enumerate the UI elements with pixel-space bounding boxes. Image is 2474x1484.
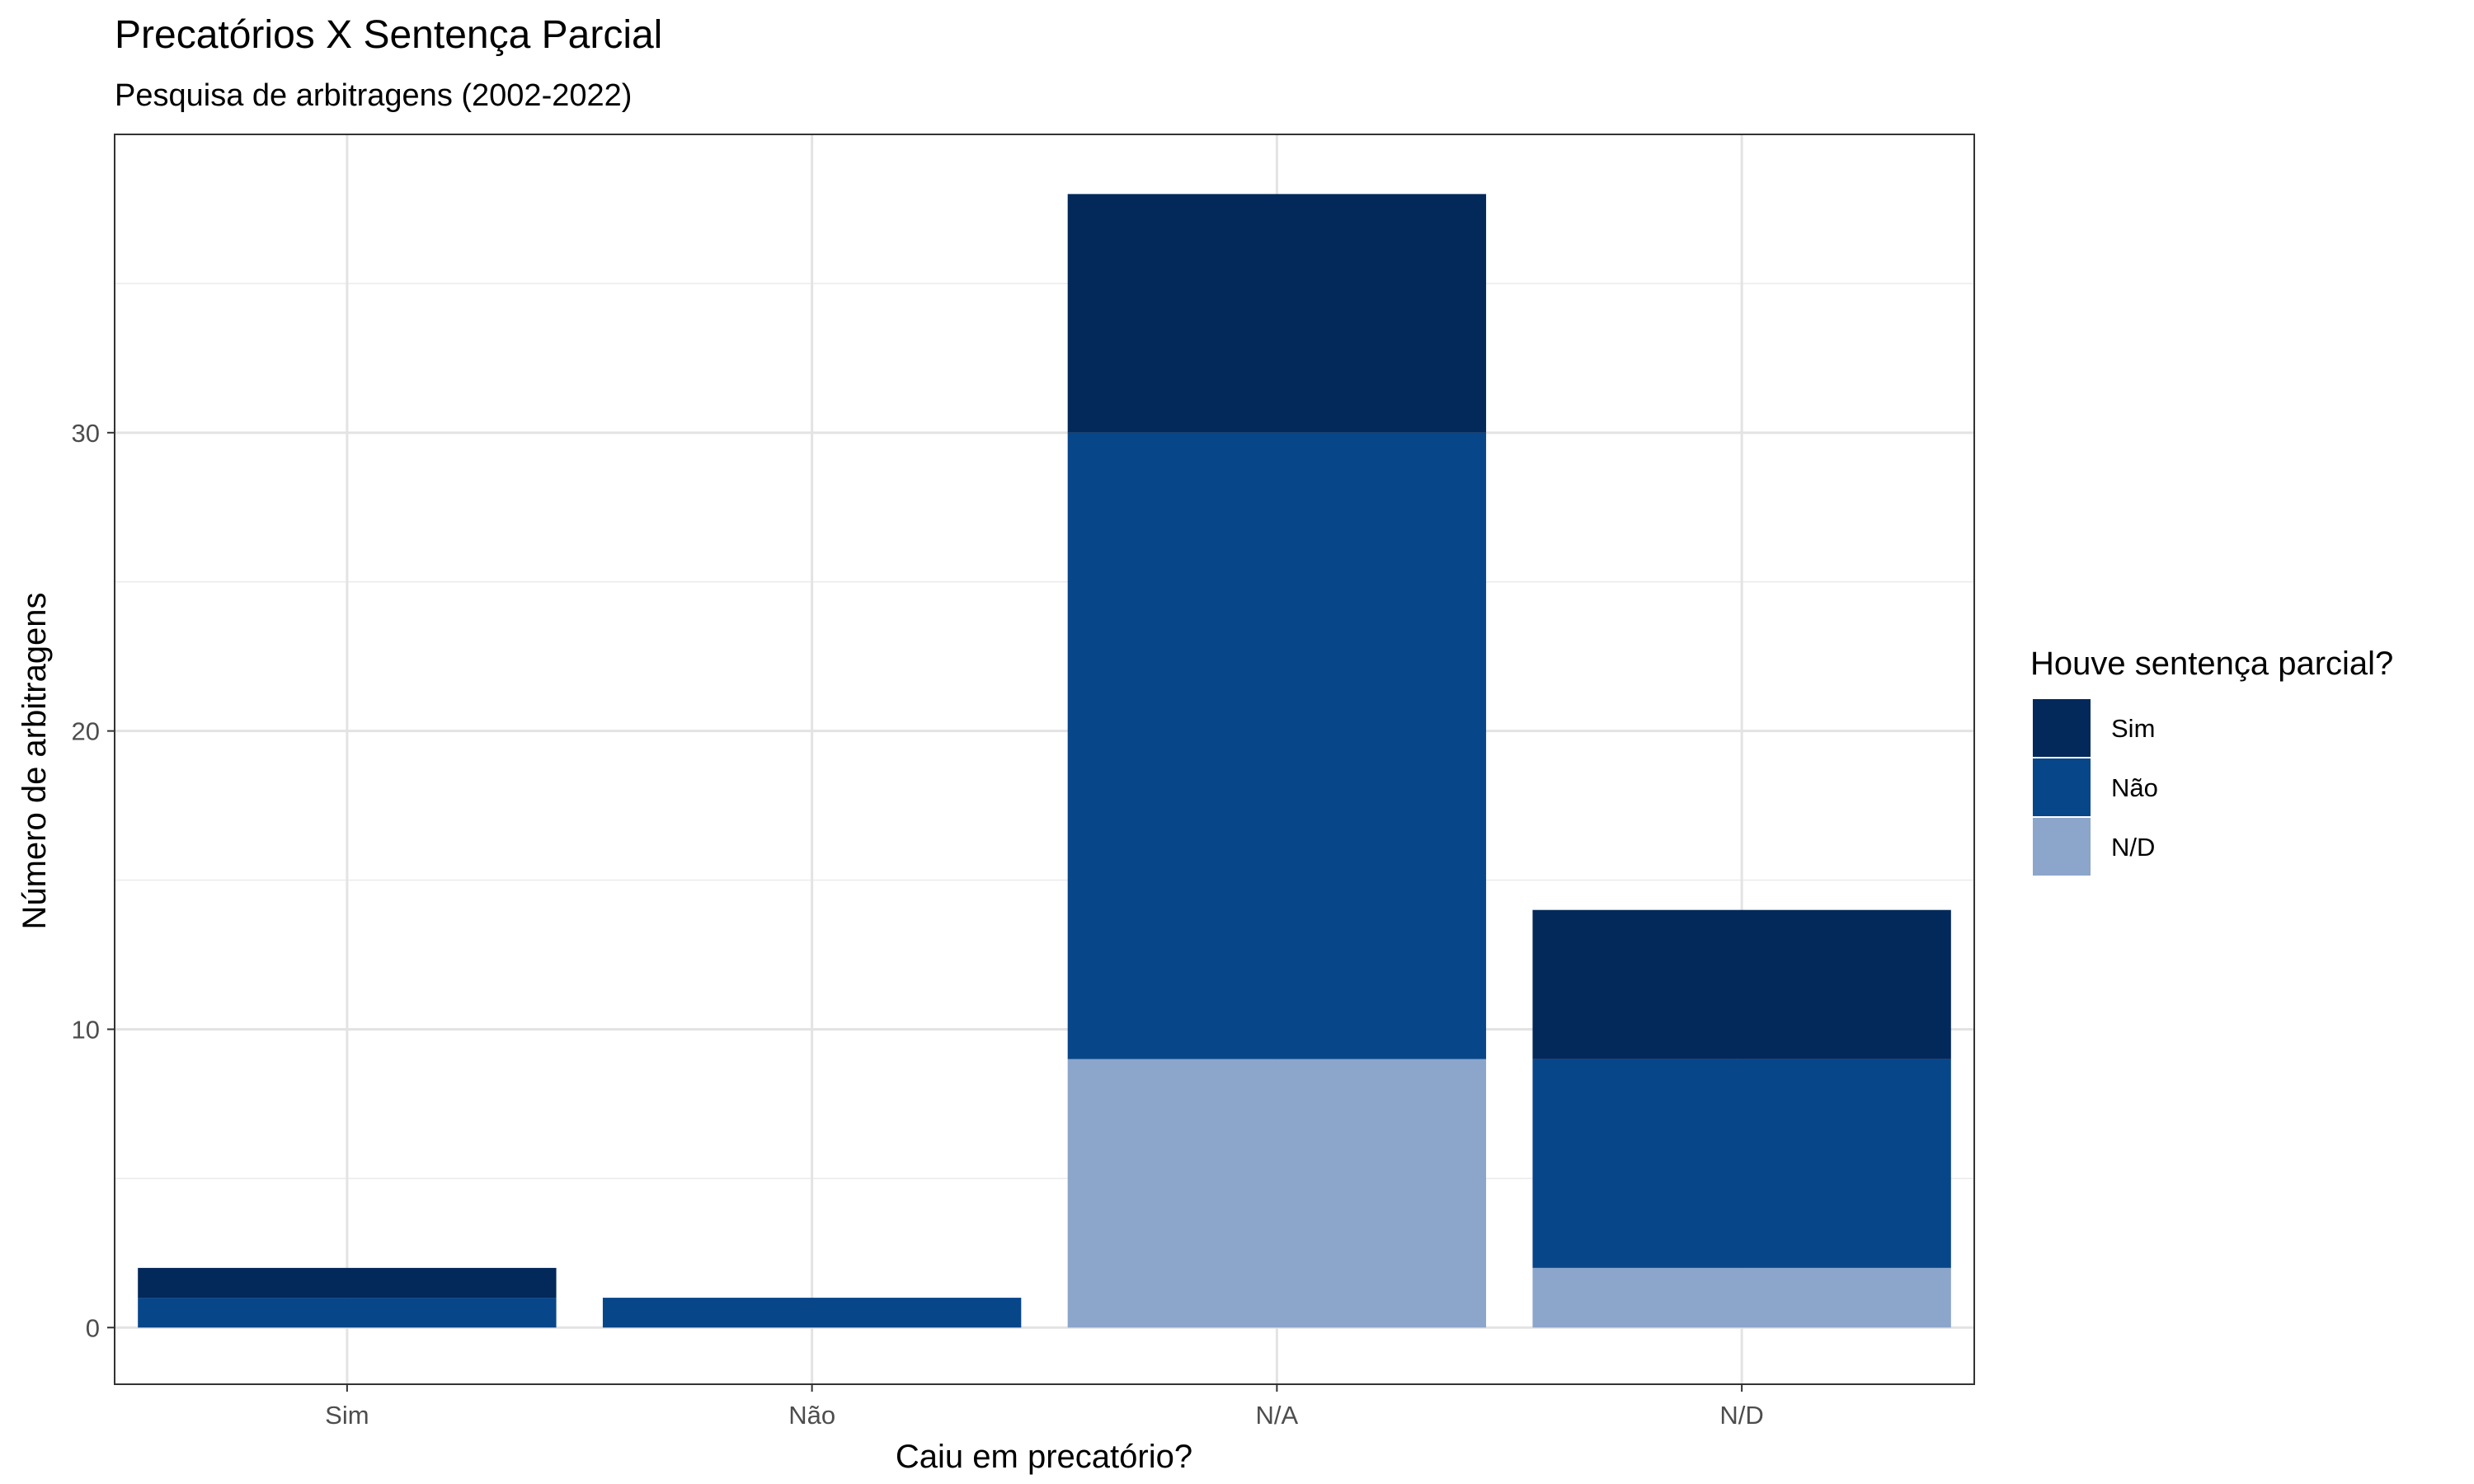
bar-segment	[1067, 1059, 1487, 1328]
bar-segment	[1067, 194, 1487, 433]
y-axis-title: Número de arbitragens	[16, 592, 53, 929]
legend-key	[2033, 818, 2091, 876]
bar-segment	[1532, 1059, 1951, 1268]
legend-key	[2033, 758, 2091, 816]
legend-label: Sim	[2111, 714, 2155, 743]
chart-subtitle: Pesquisa de arbitragens (2002-2022)	[115, 78, 632, 113]
x-axis-title: Caiu em precatório?	[896, 1439, 1192, 1475]
legend-title: Houve sentença parcial?	[2030, 646, 2393, 682]
y-tick-label: 0	[86, 1313, 100, 1342]
legend-key	[2033, 699, 2091, 757]
bar-segment	[138, 1298, 557, 1328]
bar-segment	[602, 1298, 1022, 1328]
bar-segment	[138, 1267, 557, 1298]
bar-segment	[1067, 432, 1487, 1059]
y-axis-ticks: 0 10 20 30	[72, 419, 115, 1342]
panel-border	[114, 134, 1975, 1385]
x-tick-label: N/D	[1719, 1401, 1763, 1430]
y-tick-label: 30	[72, 419, 100, 448]
x-tick-label: Não	[788, 1401, 835, 1430]
legend: Houve sentença parcial? Sim Não N/D	[2030, 646, 2393, 876]
chart-title: Precatórios X Sentença Parcial	[115, 13, 662, 57]
y-tick-label: 10	[72, 1015, 100, 1044]
x-tick-label: N/A	[1256, 1401, 1299, 1430]
bar-segment	[1532, 1267, 1951, 1328]
x-tick-label: Sim	[325, 1401, 369, 1430]
x-axis-ticks: Sim Não N/A N/D	[325, 1384, 1764, 1430]
y-tick-label: 20	[72, 717, 100, 746]
legend-label: N/D	[2111, 833, 2155, 862]
legend-label: Não	[2111, 773, 2158, 802]
bar-segment	[1532, 909, 1951, 1059]
bars	[138, 194, 1951, 1328]
